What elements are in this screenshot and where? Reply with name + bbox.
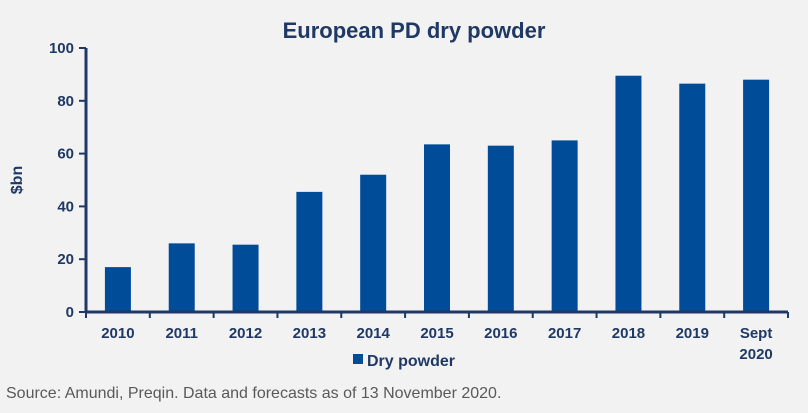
chart-title: European PD dry powder bbox=[283, 18, 546, 43]
x-tick-label: 2010 bbox=[101, 325, 134, 342]
x-tick-label: 2012 bbox=[229, 325, 262, 342]
x-tick-label: 2018 bbox=[612, 325, 645, 342]
y-tick-label: 80 bbox=[57, 93, 74, 110]
y-axis-label: $bn bbox=[9, 166, 26, 194]
y-tick-label: 20 bbox=[57, 251, 74, 268]
legend-label: Dry powder bbox=[367, 353, 455, 370]
x-tick-label: 2013 bbox=[293, 325, 326, 342]
x-tick-label: 2020 bbox=[739, 346, 772, 363]
bar bbox=[424, 144, 450, 312]
bar bbox=[360, 174, 387, 312]
y-tick-label: 100 bbox=[49, 40, 74, 57]
y-tick-label: 0 bbox=[66, 304, 74, 321]
x-axis: 2010 2011 2012 2013 2014 2015 2016 2017 2018 2019… bbox=[85, 312, 789, 363]
y-tick-label: 60 bbox=[57, 146, 74, 163]
source-note: Source: Amundi, Preqin. Data and forecas… bbox=[6, 385, 502, 402]
bar bbox=[551, 140, 578, 312]
legend: Dry powder bbox=[353, 353, 455, 370]
x-tick-label: 2015 bbox=[420, 325, 453, 342]
x-tick-label: Sept bbox=[740, 325, 773, 342]
bar bbox=[487, 145, 514, 312]
chart: European PD dry powder $bn 020406080100 … bbox=[9, 18, 789, 370]
bar bbox=[104, 267, 131, 312]
x-tick-label: 2017 bbox=[548, 325, 581, 342]
bar bbox=[232, 244, 259, 312]
bar bbox=[168, 243, 195, 312]
bar bbox=[743, 79, 770, 313]
x-tick-label: 2019 bbox=[676, 325, 709, 342]
x-tick-label: 2014 bbox=[356, 325, 390, 342]
x-tick-label: 2016 bbox=[484, 325, 517, 342]
x-tick-label: 2011 bbox=[165, 325, 198, 342]
bar bbox=[296, 191, 323, 312]
y-axis: 0 20 40 60 80 100 bbox=[49, 40, 86, 321]
legend-swatch bbox=[353, 354, 363, 364]
bar bbox=[679, 83, 706, 312]
y-tick-label: 40 bbox=[57, 198, 74, 215]
bars bbox=[104, 75, 770, 313]
bar bbox=[615, 75, 642, 312]
